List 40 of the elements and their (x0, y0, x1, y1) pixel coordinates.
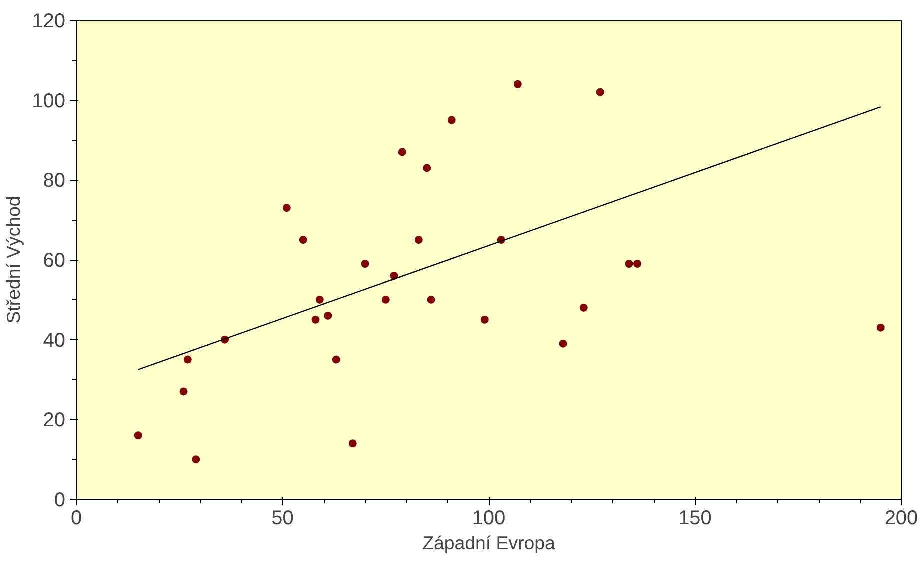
point (134, 432, 142, 440)
x-tick-label: 200 (884, 508, 918, 530)
x-tick-label: 50 (272, 508, 294, 530)
point (427, 296, 436, 304)
point (559, 340, 568, 348)
point (514, 80, 522, 88)
x-tick-label: 150 (678, 508, 712, 530)
point (180, 388, 188, 396)
point (382, 296, 390, 304)
point (448, 116, 456, 124)
y-axis-title: Střední Východ (3, 196, 24, 324)
point (876, 324, 885, 332)
point (634, 260, 642, 268)
point (423, 164, 432, 172)
x-tick-label: 100 (472, 508, 506, 530)
point (184, 356, 192, 364)
point (398, 148, 406, 156)
point (316, 296, 324, 304)
y-tick-label: 60 (43, 250, 66, 272)
point (596, 88, 604, 96)
point (361, 260, 370, 268)
y-tick-label: 120 (32, 10, 66, 32)
point (312, 316, 320, 324)
point (332, 356, 340, 364)
y-tick-label: 20 (43, 410, 66, 432)
point (414, 236, 423, 244)
point (580, 304, 588, 312)
point (192, 456, 200, 464)
y-tick-label: 0 (54, 490, 66, 512)
x-axis-title: Západní Evropa (422, 532, 556, 554)
point (299, 236, 308, 244)
y-tick-label: 80 (43, 170, 66, 192)
point (324, 312, 332, 320)
y-tick-label: 40 (43, 330, 66, 352)
point (348, 440, 357, 448)
point (282, 204, 291, 212)
y-tick-label: 100 (32, 90, 66, 112)
point (480, 316, 489, 324)
point (625, 260, 634, 268)
x-tick-label: 0 (70, 508, 82, 530)
